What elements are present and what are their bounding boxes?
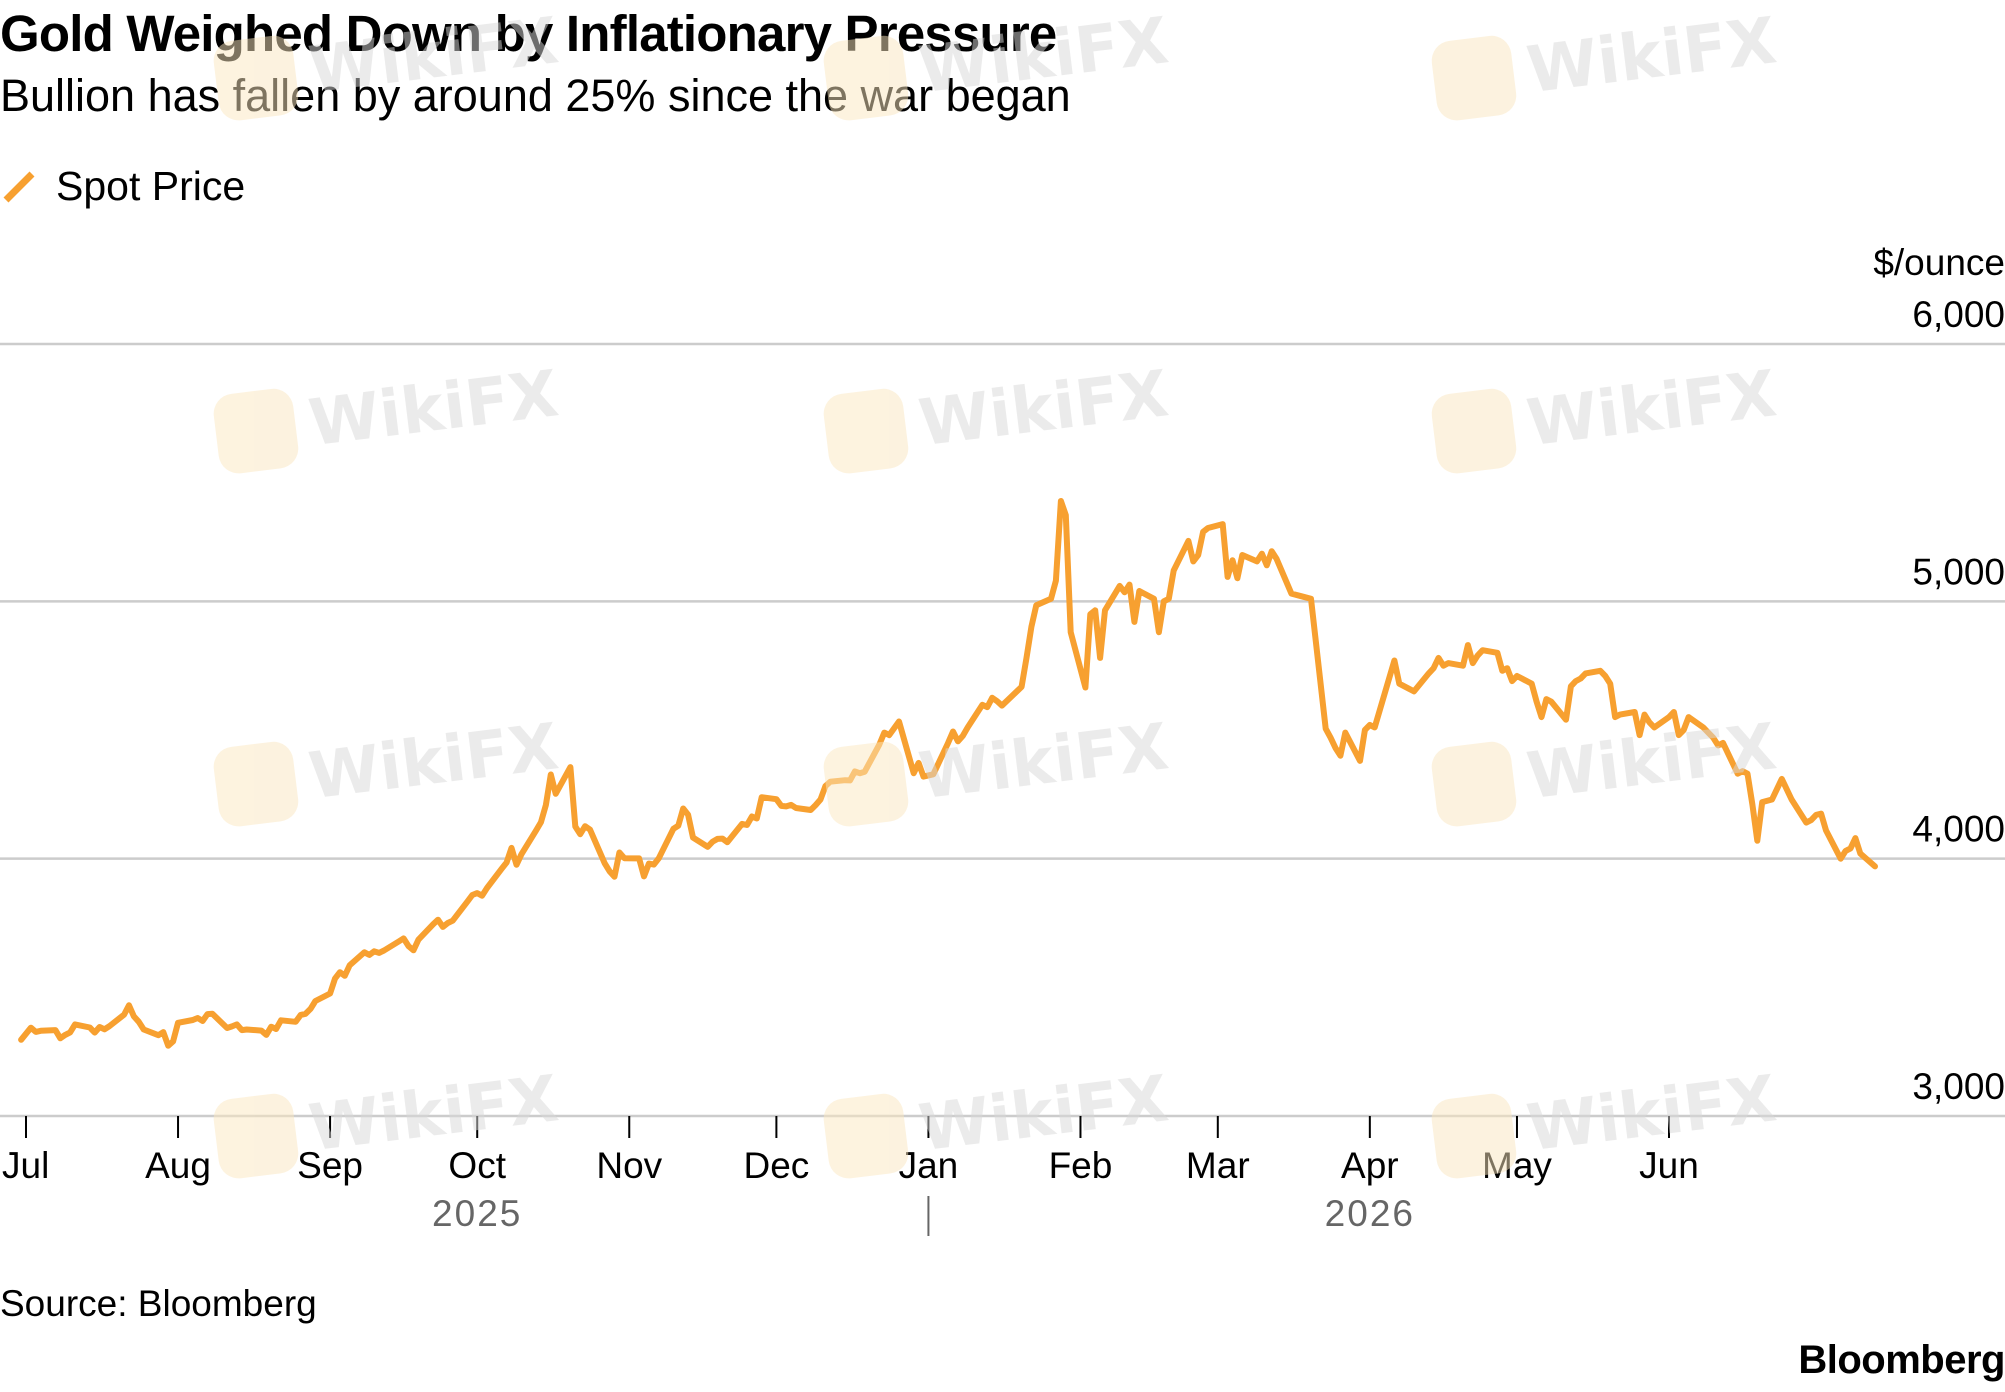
x-tick-label: Jan <box>899 1145 959 1186</box>
x-tick-label: Jul <box>2 1145 49 1186</box>
brand-logo: Bloomberg <box>1798 1338 2005 1382</box>
legend-swatch-icon <box>3 171 35 203</box>
gridlines <box>0 342 2005 860</box>
x-tick-label: Mar <box>1186 1145 1250 1186</box>
x-tick-label: Nov <box>596 1145 662 1186</box>
legend: Spot Price <box>0 160 245 212</box>
x-tick-label: Oct <box>448 1145 506 1186</box>
x-year-label: 2026 <box>1325 1193 1415 1234</box>
y-tick-label: 4,000 <box>1912 809 2005 850</box>
x-tick-label: Apr <box>1341 1145 1399 1186</box>
x-tick-label: Aug <box>145 1145 211 1186</box>
series-layer <box>18 498 1878 1049</box>
x-tick-label: May <box>1482 1145 1552 1186</box>
x-axis: Jul Aug Sep Oct Nov Dec Jan Feb Mar Apr May Jun 2025… <box>0 1114 2005 1236</box>
source-note: Source: Bloomberg <box>0 1283 317 1324</box>
y-tick-label: 3,000 <box>1912 1066 2005 1107</box>
x-tick-label: Sep <box>297 1145 363 1186</box>
x-tick-label: Dec <box>743 1145 809 1186</box>
y-tick-label: 6,000 <box>1912 294 2005 335</box>
x-tick-label: Jun <box>1639 1145 1699 1186</box>
y-axis-unit-label: $/ounce <box>1873 242 2005 283</box>
y-axis: 6,000 5,000 4,000 3,000 $/ounce <box>1873 242 2005 1107</box>
series-line-spot-price <box>18 498 1878 1049</box>
x-tick-label: Feb <box>1049 1145 1113 1186</box>
legend-label: Spot Price <box>56 162 246 209</box>
x-year-label: 2025 <box>432 1193 522 1234</box>
y-tick-label: 5,000 <box>1912 551 2005 592</box>
